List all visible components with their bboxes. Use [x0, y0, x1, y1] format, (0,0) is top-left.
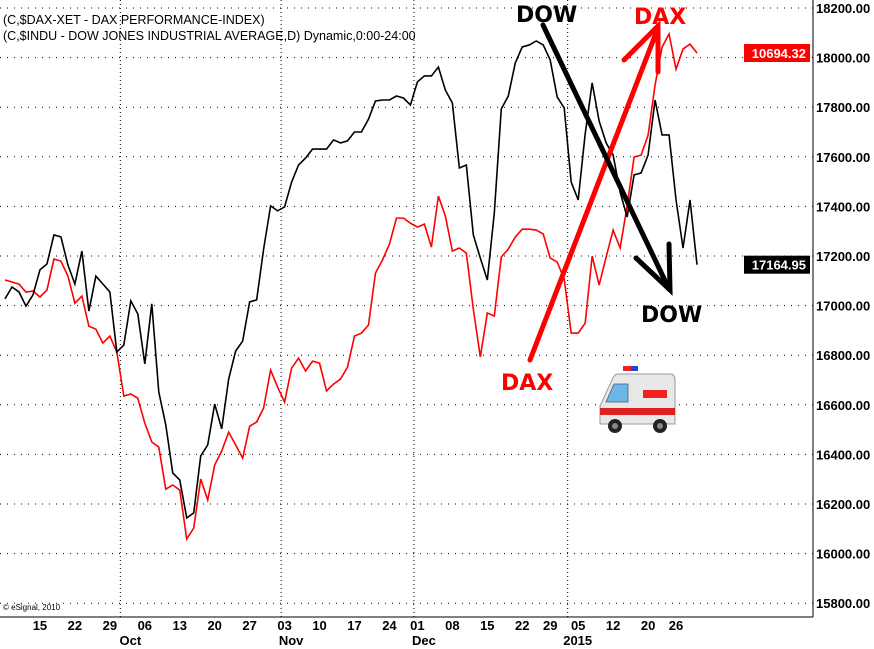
y-tick-label: 16600.00: [816, 398, 870, 413]
month-label: Nov: [279, 633, 304, 648]
y-tick-label: 16400.00: [816, 447, 870, 462]
annotation-dax-bottom: DAX: [501, 371, 553, 396]
y-tick-label: 15800.00: [816, 596, 870, 611]
series-line-dax: [4, 31, 698, 542]
x-tick-label: 15: [33, 618, 47, 633]
y-tick-label: 17000.00: [816, 299, 870, 314]
annotation-dow-top: DOW: [516, 3, 577, 28]
y-tick-label: 16200.00: [816, 497, 870, 512]
series-line-dow: [4, 40, 698, 520]
x-tick-label: 22: [515, 618, 529, 633]
last-value-dow: 17164.95: [752, 258, 806, 273]
ambulance-icon: [599, 366, 676, 433]
y-tick-label: 16800.00: [816, 348, 870, 363]
black-arrow-head: [633, 241, 673, 296]
y-tick-label: 18000.00: [816, 51, 870, 66]
red-arrow-shaft: [527, 25, 661, 363]
x-tick-label: 20: [207, 618, 221, 633]
y-tick-label: 17600.00: [816, 150, 870, 165]
x-tick-label: 13: [173, 618, 187, 633]
y-tick-label: 17800.00: [816, 100, 870, 115]
y-tick-label: 17200.00: [816, 249, 870, 264]
copyright: © eSignal, 2010: [3, 603, 61, 612]
last-value-box-dax: [744, 44, 810, 62]
last-value-box-dow: [744, 255, 810, 274]
x-tick-label: 29: [543, 618, 557, 633]
x-tick-label: 15: [480, 618, 494, 633]
x-tick-label: 20: [641, 618, 655, 633]
legend-dow: (C,$INDU - DOW JONES INDUSTRIAL AVERAGE,…: [3, 29, 416, 43]
x-tick-label: 01: [410, 618, 424, 633]
red-arrow-head: [621, 19, 661, 75]
x-tick-label: 29: [103, 618, 117, 633]
y-tick-label: 17400.00: [816, 199, 870, 214]
black-arrow-shaft: [540, 22, 672, 292]
x-tick-label: 24: [382, 618, 397, 633]
x-tick-label: 22: [68, 618, 82, 633]
x-tick-label: 06: [138, 618, 152, 633]
y-tick-label: 16000.00: [816, 547, 870, 562]
y-tick-label: 18200.00: [816, 1, 870, 16]
x-tick-label: 26: [669, 618, 683, 633]
month-label: Dec: [412, 633, 436, 648]
annotation-dax-top: DAX: [634, 5, 686, 30]
x-tick-label: 03: [277, 618, 291, 633]
x-tick-label: 17: [347, 618, 361, 633]
x-tick-label: 08: [445, 618, 459, 633]
x-tick-label: 12: [606, 618, 620, 633]
legend-dax: (C,$DAX-XET - DAX PERFORMANCE-INDEX): [3, 13, 265, 27]
x-tick-label: 05: [571, 618, 585, 633]
x-tick-label: 27: [242, 618, 256, 633]
month-label: Oct: [119, 633, 141, 648]
annotation-dow-bottom: DOW: [641, 303, 702, 328]
last-value-dax: 10694.32: [752, 46, 806, 61]
month-label: 2015: [563, 633, 592, 648]
x-tick-label: 10: [312, 618, 326, 633]
